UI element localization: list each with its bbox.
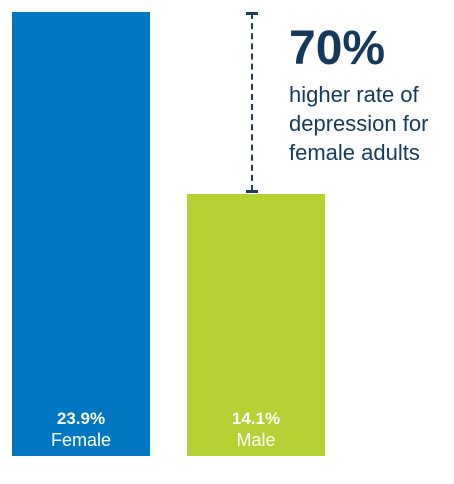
bar-value-male: 14.1% <box>231 409 281 428</box>
difference-caption-line-1: higher rate of <box>289 82 419 107</box>
difference-caption-line-2: depression for <box>289 111 429 136</box>
bar-male: 14.1% Male <box>187 194 325 456</box>
bar-label-female: Female <box>50 430 112 450</box>
difference-top-cap <box>246 12 258 15</box>
difference-caption: higher rate of depression for female adu… <box>289 80 454 167</box>
bar-label-male: Male <box>236 430 276 450</box>
bar-female: 23.9% Female <box>12 12 150 456</box>
difference-caption-line-3: female adults <box>289 140 420 165</box>
difference-dashed-line <box>251 13 253 191</box>
bar-value-female: 23.9% <box>56 409 106 428</box>
difference-bottom-cap <box>246 190 258 193</box>
difference-headline: 70% <box>289 22 386 75</box>
